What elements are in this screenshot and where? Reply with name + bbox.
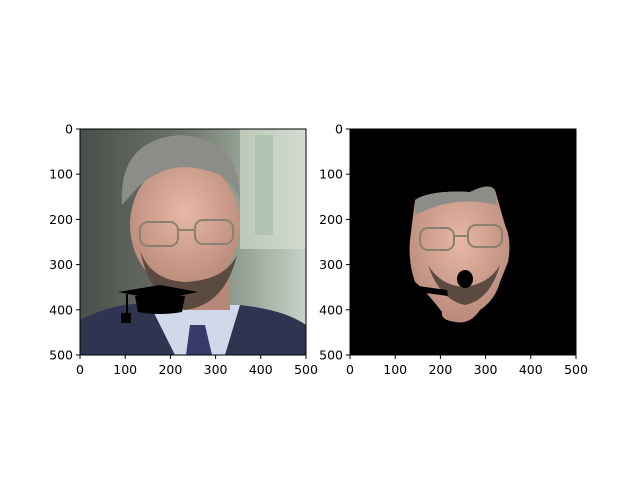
- face-photo-image: [80, 129, 306, 355]
- segmented-face-image: [350, 129, 576, 355]
- left-ytick-label: 300: [49, 257, 73, 272]
- left-xtick-label: 400: [249, 362, 273, 377]
- left-ytick-label: 0: [65, 122, 73, 137]
- right-xtick-label: 0: [346, 362, 354, 377]
- right-axes-frame: [349, 128, 577, 356]
- left-xtick-label: 0: [76, 362, 84, 377]
- right-xtick-label: 200: [428, 362, 452, 377]
- right-xtick-label: 500: [564, 362, 588, 377]
- left-xtick-label: 500: [294, 362, 318, 377]
- left-xtick-label: 300: [204, 362, 228, 377]
- left-axes-frame: [79, 128, 307, 356]
- right-ytick-label: 400: [319, 302, 343, 317]
- right-xtick-label: 300: [474, 362, 498, 377]
- left-xtick-label: 200: [158, 362, 182, 377]
- right-xtick-label: 100: [383, 362, 407, 377]
- right-ytick-label: 300: [319, 257, 343, 272]
- left-ytick-label: 200: [49, 212, 73, 227]
- left-ytick-label: 400: [49, 302, 73, 317]
- right-ytick-label: 200: [319, 212, 343, 227]
- right-xtick-label: 400: [519, 362, 543, 377]
- left-ytick-label: 100: [49, 167, 73, 182]
- left-xtick-label: 100: [113, 362, 137, 377]
- right-ytick-label: 0: [335, 122, 343, 137]
- graduation-cap-overlay: [118, 285, 198, 323]
- right-ytick-label: 100: [319, 167, 343, 182]
- left-ytick-label: 500: [49, 348, 73, 363]
- right-ytick-label: 500: [319, 348, 343, 363]
